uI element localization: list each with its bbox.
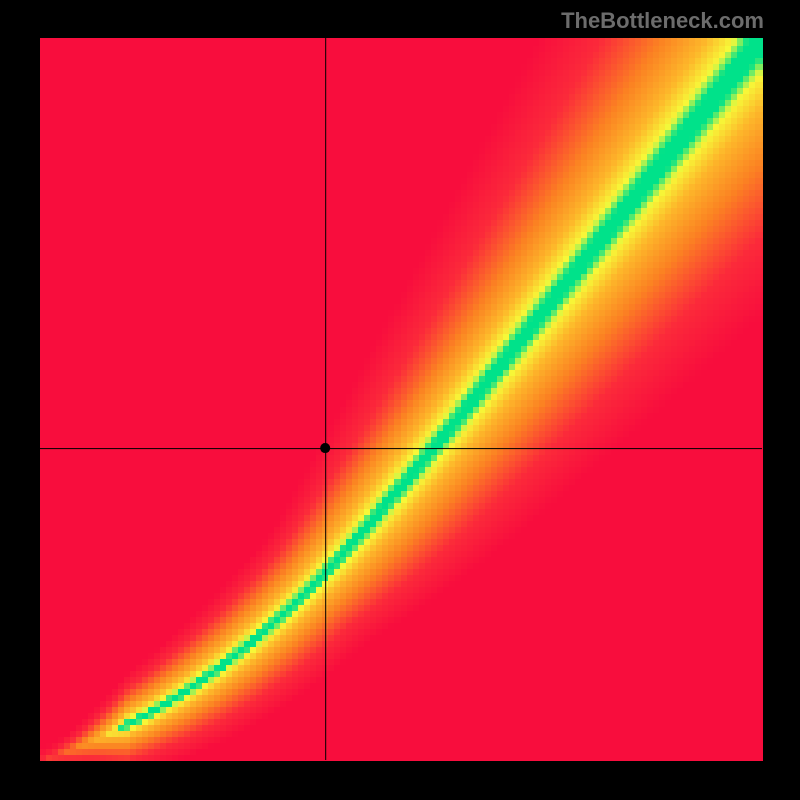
crosshair-overlay-canvas — [0, 0, 800, 800]
watermark-text: TheBottleneck.com — [561, 8, 764, 34]
chart-container: TheBottleneck.com — [0, 0, 800, 800]
